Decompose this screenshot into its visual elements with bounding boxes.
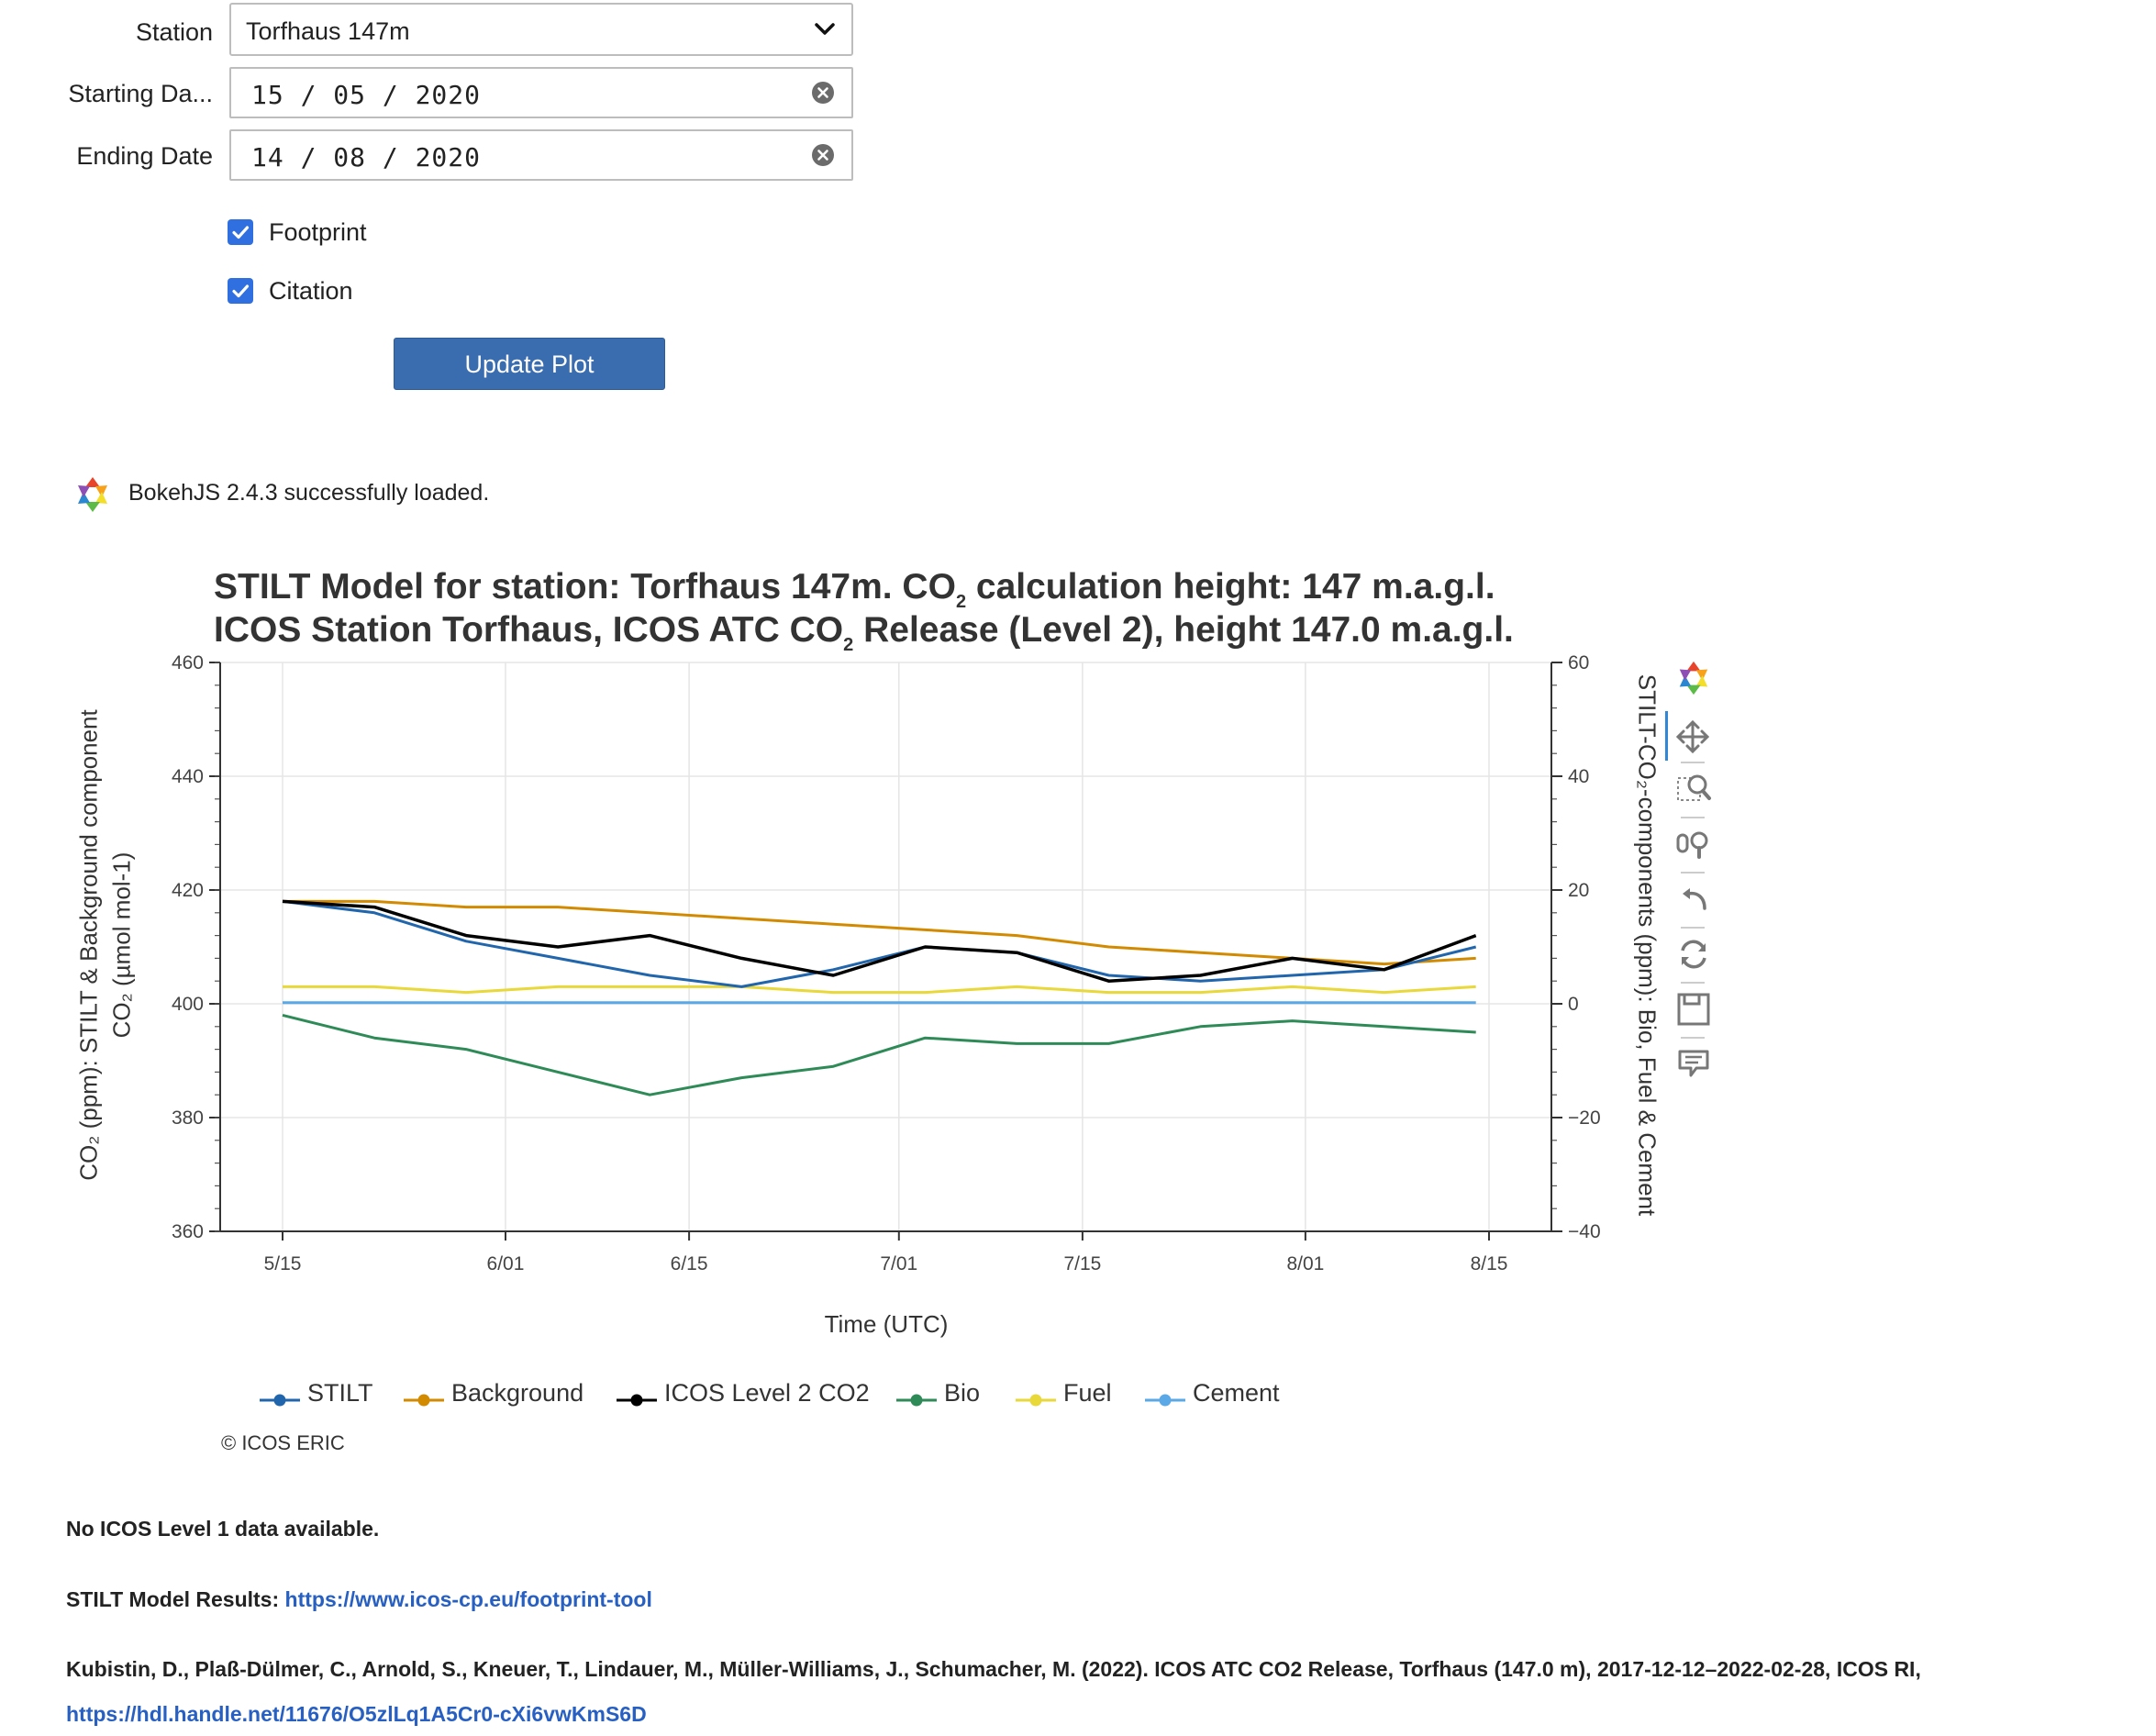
x-tick-label: 8/01 [1286,1253,1324,1274]
citation-label: Citation [269,277,353,305]
legend-label[interactable]: Fuel [1063,1379,1112,1407]
toolbar-divider [1681,872,1705,874]
x-tick-label: 6/15 [671,1253,708,1274]
legend-label[interactable]: Background [451,1379,584,1407]
clear-end-date-icon[interactable] [811,143,835,172]
x-tick-label: 5/15 [264,1253,302,1274]
y-left-tick-label: 440 [172,766,204,787]
end-date-input[interactable]: 14 / 08 / 2020 [229,129,853,181]
chevron-down-icon [811,16,839,48]
toolbar-divider [1681,1037,1705,1039]
legend-swatch-stilt [260,1393,300,1412]
copyright-text: © ICOS ERIC [221,1431,345,1454]
y-right-tick-label: 20 [1568,880,1589,901]
series-line-icos-level-2-co2 [282,899,1477,983]
start-date-input[interactable]: 15 / 05 / 2020 [229,67,853,118]
bokeh-toolbar [1662,653,1717,1094]
y-left-tick-label: 380 [172,1107,204,1129]
y-right-tick-label: 0 [1568,994,1579,1015]
series-line-stilt [282,899,1477,988]
station-select[interactable]: Torfhaus 147m [229,3,853,56]
bokeh-logo-icon [73,475,112,518]
active-tool-indicator [1665,711,1668,761]
pan-icon[interactable] [1675,719,1710,759]
y-right-tick-label: 60 [1568,652,1589,673]
end-date-value: 14 / 08 / 2020 [251,142,482,172]
bokeh-status-message: BokehJS 2.4.3 successfully loaded. [128,480,490,506]
box-zoom-icon[interactable] [1675,771,1712,812]
y-right-tick-label: −20 [1568,1107,1601,1129]
checkmark-icon [232,284,250,298]
plot-frame [219,662,1552,1232]
end-date-label: Ending Date [76,142,213,170]
legend-swatch-icos-level-2-co2 [617,1393,657,1412]
citation-link[interactable]: https://hdl.handle.net/11676/O5zlLq1A5Cr… [66,1702,647,1726]
legend-swatch-cement [1145,1393,1185,1412]
x-tick-label: 6/01 [487,1253,525,1274]
legend-label[interactable]: STILT [307,1379,373,1407]
x-tick-label: 7/15 [1063,1253,1101,1274]
wheel-zoom-icon[interactable] [1675,826,1712,867]
hover-icon[interactable] [1675,1046,1712,1087]
stilt-results-label: STILT Model Results: [66,1587,285,1611]
series-line-background [283,899,1476,966]
bokeh-logo-icon[interactable] [1675,660,1712,701]
y-left-tick-label: 420 [172,880,204,901]
start-date-value: 15 / 05 / 2020 [251,80,482,110]
reset-icon[interactable] [1675,936,1712,977]
toolbar-divider [1681,927,1705,929]
x-axis-label: Time (UTC) [824,1310,949,1338]
station-select-value: Torfhaus 147m [246,17,410,45]
y-left-tick-label: 400 [172,994,204,1015]
stilt-results-line: STILT Model Results: https://www.icos-cp… [66,1587,652,1612]
toolbar-divider [1681,762,1705,763]
legend-swatch-bio [896,1393,937,1412]
save-icon[interactable] [1675,991,1712,1032]
legend-label[interactable]: ICOS Level 2 CO2 [664,1379,870,1407]
y-left-tick-label: 460 [172,652,204,673]
series-line-bio [282,1013,1476,1096]
y-left-tick-label: 360 [172,1221,204,1242]
legend-swatch-background [404,1393,444,1412]
chart-title-line2: ICOS Station Torfhaus, ICOS ATC CO2 Rele… [214,610,1514,655]
x-tick-label: 8/15 [1471,1253,1508,1274]
start-date-label: Starting Da... [68,80,213,107]
footprint-checkbox[interactable] [228,219,253,245]
level1-notice: No ICOS Level 1 data available. [66,1517,380,1541]
stilt-results-link[interactable]: https://www.icos-cp.eu/footprint-tool [284,1587,652,1611]
legend-label[interactable]: Bio [944,1379,981,1407]
station-label: Station [135,18,213,46]
citation-checkbox[interactable] [228,278,253,304]
legend-swatch-fuel [1016,1393,1056,1412]
checkmark-icon [232,226,250,239]
toolbar-divider [1681,982,1705,984]
footprint-label: Footprint [269,218,367,246]
update-plot-button[interactable]: Update Plot [394,338,665,390]
x-tick-label: 7/01 [880,1253,917,1274]
y-right-tick-label: −40 [1568,1221,1601,1242]
y-right-tick-label: 40 [1568,766,1589,787]
legend-label[interactable]: Cement [1193,1379,1280,1407]
toolbar-divider [1681,817,1705,818]
series-line-fuel [283,985,1476,995]
citation-text: Kubistin, D., Plaß-Dülmer, C., Arnold, S… [66,1657,1921,1681]
clear-start-date-icon[interactable] [811,81,835,109]
undo-icon[interactable] [1675,881,1712,922]
chart-title-line1: STILT Model for station: Torfhaus 147m. … [214,567,1495,612]
